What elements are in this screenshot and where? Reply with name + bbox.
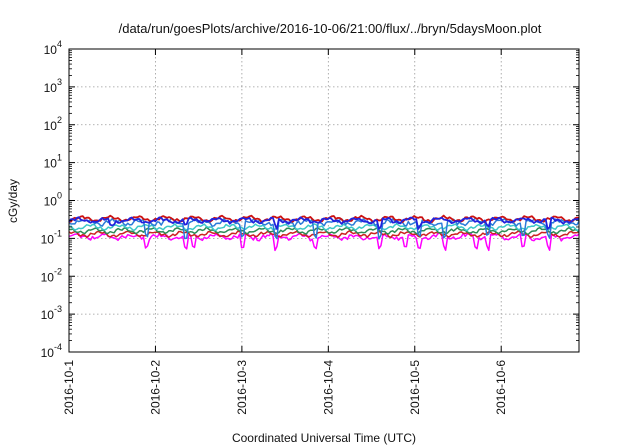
x-tick-label: 2016-10-3 <box>235 360 249 415</box>
x-tick-label: 2016-10-4 <box>321 360 335 415</box>
series-layer <box>68 214 580 252</box>
chart-title: /data/run/goesPlots/archive/2016-10-06/2… <box>119 21 542 36</box>
y-tick-label: 101 <box>44 153 62 171</box>
x-tick-labels: 2016-10-1 2016-10-2 2016-10-3 2016-10-4 2016… <box>62 360 508 415</box>
y-tick-label: 10-3 <box>41 304 62 322</box>
x-tick-label: 2016-10-5 <box>408 360 422 415</box>
series-line <box>68 216 580 230</box>
x-tick-label: 2016-10-1 <box>62 360 76 415</box>
series-line <box>68 223 580 232</box>
x-tick-label: 2016-10-6 <box>494 360 508 415</box>
y-tick-label: 100 <box>44 191 62 209</box>
y-axis-label: cGy/day <box>6 179 20 223</box>
y-tick-label: 103 <box>44 77 62 95</box>
y-tick-label: 10-1 <box>41 228 62 246</box>
grid <box>69 49 579 352</box>
ticks <box>68 48 579 353</box>
series-line <box>68 231 580 252</box>
series-line <box>68 230 580 239</box>
y-tick-label: 104 <box>44 39 62 57</box>
y-tick-label: 10-4 <box>41 342 62 360</box>
x-tick-label: 2016-10-2 <box>148 360 162 415</box>
series-line <box>68 217 580 240</box>
y-tick-label: 102 <box>44 115 62 133</box>
y-tick-label: 10-2 <box>41 266 62 284</box>
y-tick-labels: 10-4 10-3 10-2 10-1 100 101 102 103 104 <box>41 39 62 360</box>
x-axis-label: Coordinated Universal Time (UTC) <box>232 431 416 445</box>
